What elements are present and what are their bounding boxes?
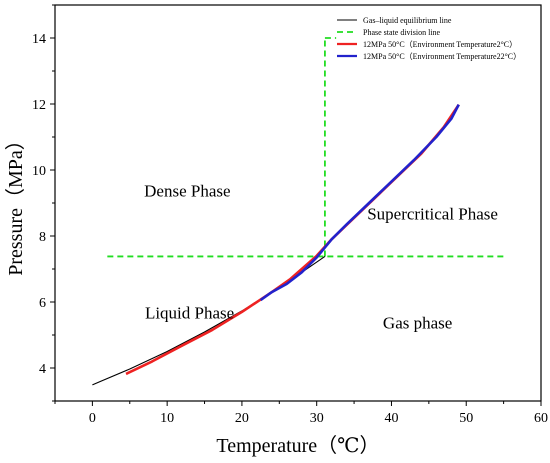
legend-label: Phase state division line bbox=[363, 28, 441, 37]
y-axis-title: Pressure（MPa） bbox=[4, 130, 27, 276]
x-tick-label: 30 bbox=[310, 411, 324, 426]
x-tick-label: 10 bbox=[160, 411, 174, 426]
axis-ticks: 0 10 20 30 40 50 60 4 6 8 10 12 14 bbox=[32, 4, 548, 426]
region-label: Liquid Phase bbox=[145, 304, 234, 323]
y-tick-label: 14 bbox=[32, 32, 46, 47]
region-labels: Dense Phase Supercritical Phase Liquid Pha… bbox=[144, 181, 498, 332]
x-axis-title: Temperature（℃） bbox=[216, 434, 379, 457]
x-tick-label: 60 bbox=[534, 411, 548, 426]
y-tick-label: 12 bbox=[32, 98, 46, 113]
plot-frame bbox=[54, 4, 542, 402]
x-tick-label: 40 bbox=[384, 411, 398, 426]
x-tick-label: 20 bbox=[235, 411, 249, 426]
legend-label: 12MPa 50°C（Environment Temperature22°C） bbox=[363, 52, 521, 61]
region-label: Gas phase bbox=[383, 313, 452, 332]
env-2c-line bbox=[125, 103, 460, 376]
y-tick-label: 6 bbox=[39, 296, 46, 311]
y-tick-label: 8 bbox=[39, 230, 46, 245]
env-22c-line bbox=[259, 104, 460, 302]
y-tick-label: 10 bbox=[32, 164, 46, 179]
legend-label: Gas–liquid equilibrium line bbox=[363, 16, 452, 25]
legend-label: 12MPa 50°C（Environment Temperature2°C） bbox=[363, 40, 517, 49]
y-tick-label: 4 bbox=[39, 362, 46, 377]
x-tick-label: 50 bbox=[459, 411, 473, 426]
x-tick-label: 0 bbox=[89, 411, 96, 426]
region-label: Supercritical Phase bbox=[367, 205, 498, 224]
legend: Gas–liquid equilibrium line Phase state d… bbox=[337, 16, 521, 61]
series-layer bbox=[92, 37, 504, 386]
region-label: Dense Phase bbox=[144, 181, 230, 200]
